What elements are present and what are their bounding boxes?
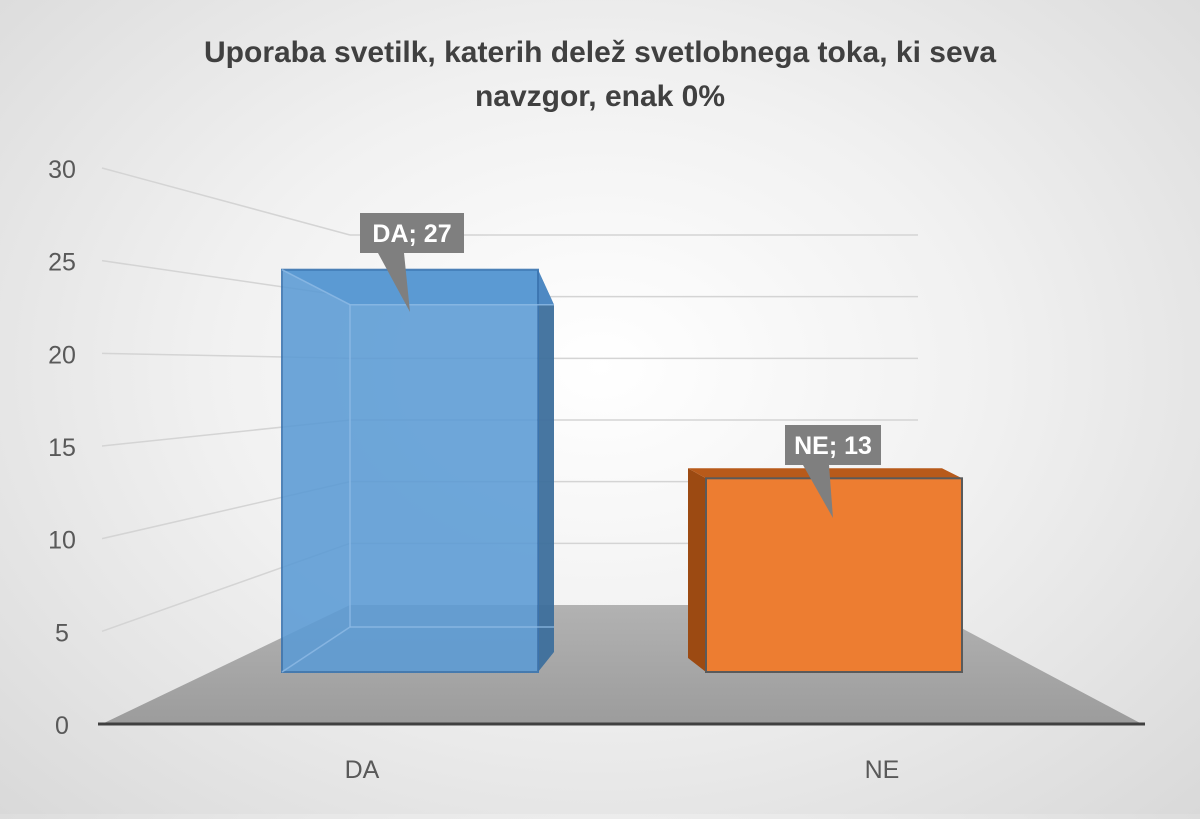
y-tick-label: 0 <box>55 712 69 740</box>
y-tick-label: 30 <box>48 156 76 184</box>
bar-front-face <box>705 477 963 673</box>
data-label-pointer <box>803 465 833 518</box>
data-label-box <box>785 425 881 465</box>
gridline <box>101 167 918 236</box>
y-tick-label: 20 <box>48 341 76 369</box>
chart-title-line-1: Uporaba svetilk, katerih delež svetlobne… <box>204 36 996 69</box>
x-tick-label: DA <box>345 756 380 784</box>
bar-side-face <box>538 269 554 672</box>
bar-side-face <box>688 468 706 672</box>
x-axis-ticks: DA NE <box>345 756 900 784</box>
data-label-text: DA; 27 <box>372 220 451 248</box>
y-axis-ticks: 0 5 10 15 20 25 30 <box>48 156 76 740</box>
data-label-box <box>360 213 464 253</box>
data-label-ne: NE; 13 <box>785 425 881 518</box>
bar-ne <box>688 468 963 673</box>
data-label-text: NE; 13 <box>794 432 872 460</box>
data-label-da: DA; 27 <box>360 213 464 312</box>
y-tick-label: 5 <box>55 619 69 647</box>
bar-da <box>281 268 554 673</box>
y-tick-label: 25 <box>48 249 76 277</box>
bar-front-face <box>281 268 539 673</box>
chart-title-line-2: navzgor, enak 0% <box>475 80 725 113</box>
chart-floor <box>98 605 1145 726</box>
floor-plane <box>102 605 1142 724</box>
x-tick-label: NE <box>865 756 900 784</box>
y-tick-label: 10 <box>48 527 76 555</box>
y-tick-label: 15 <box>48 434 76 462</box>
chart-title: Uporaba svetilk, katerih delež svetlobne… <box>204 36 996 113</box>
chart-data-labels: DA; 27 NE; 13 <box>360 213 881 518</box>
chart-bars <box>281 268 963 673</box>
data-label-pointer <box>378 253 410 312</box>
